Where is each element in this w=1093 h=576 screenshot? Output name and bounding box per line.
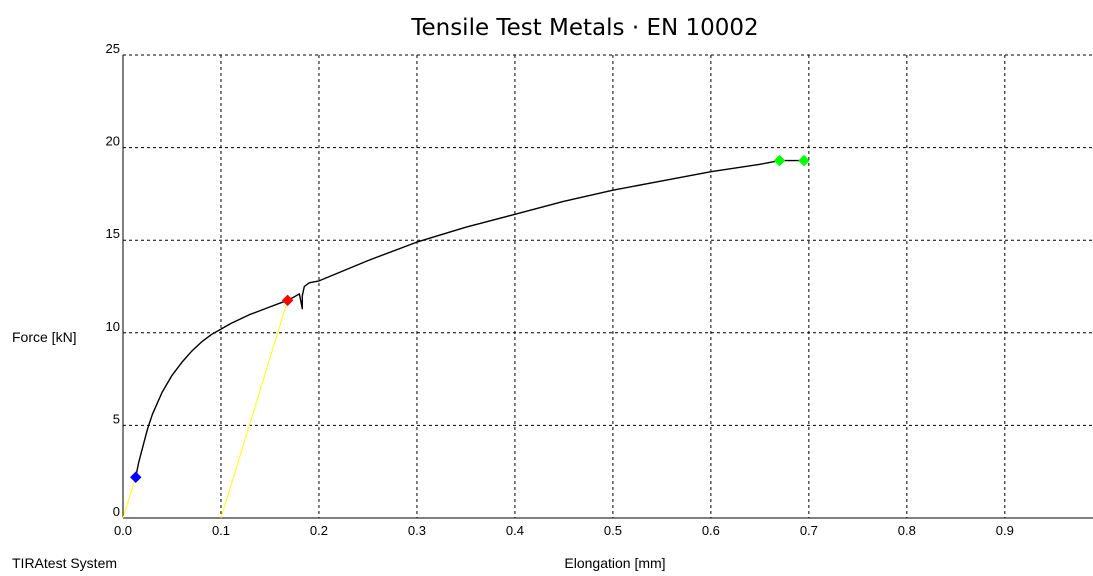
- force-elongation-curve: [135, 159, 804, 478]
- y-tick-label: 20: [106, 134, 120, 149]
- y-axis-label: Force [kN]: [12, 329, 77, 345]
- y-tick-label: 5: [113, 411, 120, 426]
- y-tick-label: 10: [106, 319, 120, 334]
- grid: [123, 54, 1093, 518]
- yellow-reference-line: [122, 477, 137, 519]
- footer-label: TIRAtest System: [12, 555, 117, 571]
- point-marker: [130, 471, 142, 483]
- y-tick-label: 0: [113, 504, 120, 519]
- x-tick-label: 0.4: [506, 523, 524, 538]
- x-tick-label: 0.7: [800, 523, 818, 538]
- yellow-reference-line: [220, 300, 289, 519]
- y-tick-label: 15: [106, 226, 120, 241]
- x-tick-label: 0.5: [604, 523, 622, 538]
- marker-layer: [130, 154, 810, 483]
- x-tick-label: 0.9: [996, 523, 1014, 538]
- series-layer: [122, 159, 804, 519]
- x-tick-label: 0.6: [702, 523, 720, 538]
- tick-labels: 0.0 0.1 0.2 0.3 0.4 0.5 0.6 0.7 0.8 0.9 0 5 10 15 20 25: [106, 41, 1014, 538]
- point-marker: [798, 154, 810, 167]
- x-tick-label: 0.3: [408, 523, 426, 538]
- point-marker: [281, 294, 294, 307]
- point-marker: [773, 154, 786, 167]
- x-tick-label: 0.8: [898, 523, 916, 538]
- y-tick-label: 25: [106, 41, 120, 56]
- x-axis-label: Elongation [mm]: [564, 555, 665, 571]
- x-tick-label: 0.2: [310, 523, 328, 538]
- x-tick-label: 0.0: [114, 523, 132, 538]
- x-tick-label: 0.1: [212, 523, 230, 538]
- chart-title: Tensile Test Metals · EN 10002: [410, 15, 758, 41]
